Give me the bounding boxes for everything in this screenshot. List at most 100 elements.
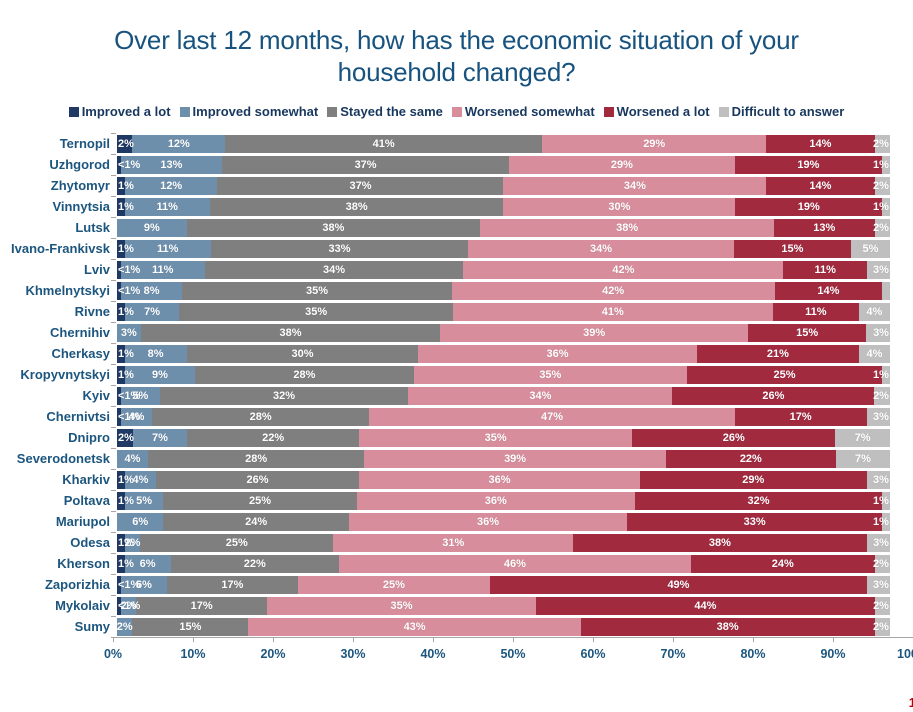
segment-worsened-a-lot: 38% bbox=[573, 533, 867, 552]
segment-difficult-to-answer: 2% bbox=[873, 617, 890, 636]
category-label: Kropyvnytskyi bbox=[20, 367, 110, 382]
segment-value-label: 33% bbox=[328, 242, 351, 255]
segment-worsened-a-lot: 14% bbox=[766, 176, 875, 195]
legend-label: Difficult to answer bbox=[731, 104, 845, 119]
segment-value-label: 2% bbox=[120, 599, 137, 612]
legend-marker-worsened-somewhat bbox=[451, 106, 462, 117]
segment-stayed-the-same: 22% bbox=[187, 428, 360, 447]
legend-marker-stayed-the-same bbox=[327, 106, 338, 117]
segment-value-label: 2% bbox=[873, 389, 889, 402]
segment-value-label: 7% bbox=[854, 431, 871, 444]
segment-improved-a-lot: 1% bbox=[117, 554, 134, 573]
stacked-bar: 4% 28% 39% 22% 7% bbox=[117, 449, 890, 468]
legend-label: Worsened a lot bbox=[616, 104, 710, 119]
segment-stayed-the-same: 38% bbox=[186, 218, 481, 237]
segment-value-label: 35% bbox=[305, 284, 328, 297]
segment-value-label: 8% bbox=[147, 347, 164, 360]
stacked-bar: 1% 12% 37% 34% 14% 2% bbox=[117, 176, 890, 195]
chart-row: Sumy 2% 15% 43% 38% 2% bbox=[2, 616, 890, 637]
category-label: Ternopil bbox=[59, 136, 110, 151]
segment-difficult-to-answer: 2% bbox=[873, 386, 890, 405]
segment-value-label: 11% bbox=[151, 263, 174, 276]
segment-difficult-to-answer bbox=[882, 281, 890, 300]
segment-value-label: 1% bbox=[118, 473, 134, 486]
segment-worsened-somewhat: 30% bbox=[503, 197, 736, 216]
segment-value-label: 11% bbox=[157, 242, 179, 255]
segment-value-label: 5% bbox=[862, 242, 879, 255]
chart-row: Mykolaiv <1% 2% 17% 35% 44% 2% bbox=[2, 595, 890, 616]
segment-worsened-somewhat: 36% bbox=[418, 344, 697, 363]
category-label: Chernivtsi bbox=[46, 409, 110, 424]
segment-value-label: 26% bbox=[762, 389, 785, 402]
category-label: Chernihiv bbox=[50, 325, 110, 340]
segment-stayed-the-same: 38% bbox=[209, 197, 504, 216]
segment-value-label: 24% bbox=[771, 557, 794, 570]
segment-worsened-a-lot: 15% bbox=[748, 323, 867, 342]
segment-value-label: 2% bbox=[873, 137, 889, 150]
segment-worsened-somewhat: 42% bbox=[463, 260, 784, 279]
chart-row: Severodonetsk 4% 28% 39% 22% 7% bbox=[2, 448, 890, 469]
segment-value-label: 3% bbox=[873, 326, 889, 339]
segment-improved-somewhat: 4% bbox=[120, 407, 152, 426]
segment-improved-a-lot: 1% bbox=[117, 365, 134, 384]
segment-difficult-to-answer: 2% bbox=[873, 218, 890, 237]
segment-value-label: 4% bbox=[128, 410, 145, 423]
segment-value-label: 37% bbox=[354, 158, 377, 171]
chart-row: Chernihiv 3% 38% 39% 15% 3% bbox=[2, 322, 890, 343]
stacked-bar: <1% 8% 35% 42% 14% bbox=[117, 281, 890, 300]
category-label: Kharkiv bbox=[62, 472, 110, 487]
x-tick-label: 100% bbox=[897, 647, 913, 661]
segment-worsened-somewhat: 31% bbox=[333, 533, 574, 552]
chart-row: Dnipro 2% 7% 22% 35% 26% 7% bbox=[2, 427, 890, 448]
segment-worsened-somewhat: 47% bbox=[369, 407, 735, 426]
segment-value-label: 12% bbox=[167, 137, 190, 150]
segment-stayed-the-same: 25% bbox=[140, 533, 334, 552]
segment-stayed-the-same: 28% bbox=[151, 407, 370, 426]
segment-value-label: 28% bbox=[245, 452, 268, 465]
segment-value-label: 3% bbox=[873, 578, 889, 591]
segment-worsened-a-lot: 44% bbox=[536, 596, 875, 615]
chart-row: Lutsk 9% 38% 38% 13% 2% bbox=[2, 217, 890, 238]
segment-worsened-somewhat: 36% bbox=[356, 491, 635, 510]
segment-value-label: 17% bbox=[789, 410, 812, 423]
segment-value-label: 1% bbox=[118, 557, 134, 570]
category-label: Rivne bbox=[74, 304, 110, 319]
segment-improved-a-lot: <1% bbox=[117, 155, 140, 174]
category-label: Dnipro bbox=[68, 430, 110, 445]
segment-stayed-the-same: 35% bbox=[182, 281, 452, 300]
category-label: Sumy bbox=[74, 619, 110, 634]
segment-difficult-to-answer: 1% bbox=[873, 155, 890, 174]
segment-value-label: 2% bbox=[873, 557, 889, 570]
segment-difficult-to-answer: 4% bbox=[859, 344, 890, 363]
segment-value-label: 1% bbox=[118, 347, 134, 360]
chart-row: Rivne 1% 7% 35% 41% 11% 4% bbox=[2, 301, 890, 322]
segment-value-label: 36% bbox=[546, 347, 569, 360]
segment-difficult-to-answer: 5% bbox=[850, 239, 890, 258]
segment-value-label: 21% bbox=[766, 347, 789, 360]
segment-value-label: 3% bbox=[873, 263, 889, 276]
segment-improved-somewhat: 11% bbox=[120, 260, 205, 279]
segment-value-label: 24% bbox=[245, 515, 268, 528]
segment-improved-somewhat: 11% bbox=[124, 239, 211, 258]
segment-value-label: 33% bbox=[743, 515, 766, 528]
segment-value-label: 14% bbox=[809, 179, 832, 192]
segment-value-label: 1% bbox=[873, 200, 889, 213]
legend-item-difficult-to-answer: Difficult to answer bbox=[718, 104, 845, 119]
segment-value-label: 11% bbox=[805, 305, 827, 318]
stacked-bar: 1% 11% 38% 30% 19% 1% bbox=[117, 197, 890, 216]
segment-value-label: 4% bbox=[866, 347, 883, 360]
segment-worsened-somewhat: 35% bbox=[413, 365, 687, 384]
segment-value-label: 29% bbox=[610, 158, 633, 171]
segment-improved-somewhat: 6% bbox=[124, 554, 171, 573]
segment-improved-somewhat: 5% bbox=[124, 491, 164, 510]
segment-stayed-the-same: 34% bbox=[204, 260, 464, 279]
segment-value-label: 7% bbox=[854, 452, 871, 465]
x-tick-label: 70% bbox=[660, 647, 686, 661]
category-label: Cherkasy bbox=[51, 346, 110, 361]
chart-row: Zaporizhia <1% 6% 17% 25% 49% 3% bbox=[2, 574, 890, 595]
x-axis-tick bbox=[833, 638, 834, 642]
x-tick-label: 50% bbox=[500, 647, 526, 661]
segment-worsened-a-lot: 11% bbox=[783, 260, 868, 279]
segment-value-label: 22% bbox=[262, 431, 285, 444]
legend-label: Stayed the same bbox=[340, 104, 443, 119]
